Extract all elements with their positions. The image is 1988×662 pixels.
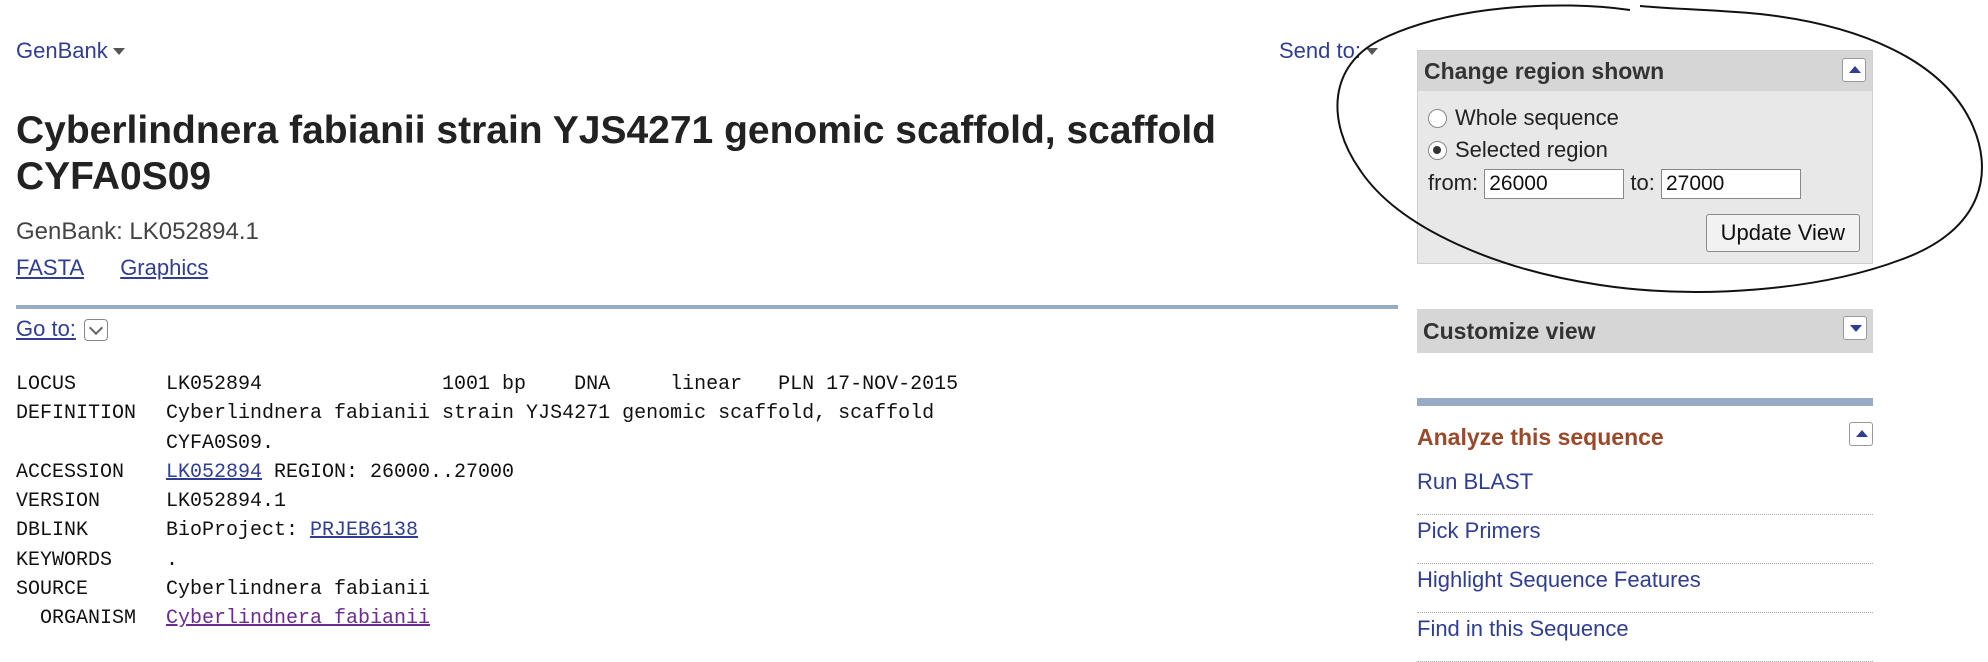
to-input[interactable]: 27000 xyxy=(1660,169,1801,199)
field-key: LOCUS xyxy=(16,373,77,396)
expand-toggle-button[interactable] xyxy=(1843,316,1867,340)
send-to-label: Send to: xyxy=(1279,38,1361,63)
accession-link[interactable]: LK052894 xyxy=(166,460,263,484)
fasta-link[interactable]: FASTA xyxy=(16,255,85,280)
change-region-title: Change region shown xyxy=(1424,58,1665,84)
goto-link[interactable]: Go to: xyxy=(16,316,76,341)
chevron-up-icon xyxy=(1856,430,1868,437)
analyze-title: Analyze this sequence xyxy=(1417,424,1664,450)
organism-line: ORGANISM Cyberlindnera fabianii xyxy=(16,604,958,633)
chevron-up-icon xyxy=(1849,66,1861,73)
field-value: . xyxy=(166,548,179,572)
dblink-line: DBLINK BioProject: PRJEB6138 xyxy=(16,516,958,545)
page-title: Cyberlindnera fabianii strain YJS4271 ge… xyxy=(16,109,1216,198)
update-view-button[interactable]: Update View xyxy=(1705,214,1860,252)
field-value: BioProject: xyxy=(166,519,311,543)
pick-primers-link[interactable]: Pick Primers xyxy=(1417,515,1873,564)
definition-line: DEFINITION Cyberlindnera fabianii strain … xyxy=(16,399,958,428)
field-key: DBLINK xyxy=(16,519,89,543)
accession-line: ACCESSION LK052894 REGION: 26000..27000 xyxy=(16,458,958,487)
section-divider xyxy=(16,305,1398,309)
customize-view-panel[interactable]: Customize view xyxy=(1417,309,1873,353)
whole-sequence-radio[interactable] xyxy=(1428,109,1447,128)
find-in-sequence-link[interactable]: Find in this Sequence xyxy=(1417,613,1873,662)
keywords-line: KEYWORDS. xyxy=(16,546,958,575)
collapse-toggle-button[interactable] xyxy=(1849,422,1873,446)
field-value: Cyberlindnera fabianii xyxy=(166,578,431,602)
field-key: ORGANISM xyxy=(16,607,137,631)
field-value: LK052894 1001 bp DNA linear PLN 17-NOV-2… xyxy=(166,373,959,396)
field-key: KEYWORDS xyxy=(16,548,113,572)
chevron-down-icon xyxy=(112,48,125,55)
change-region-panel: Change region shown Whole sequence Selec… xyxy=(1417,50,1873,264)
from-input[interactable]: 26000 xyxy=(1484,169,1625,199)
source-line: SOURCE Cyberlindnera fabianii xyxy=(16,575,958,604)
chevron-down-icon xyxy=(1365,48,1378,55)
selected-region-option[interactable]: Selected region xyxy=(1428,137,1608,163)
field-key: SOURCE xyxy=(16,578,89,602)
bioproject-link[interactable]: PRJEB6138 xyxy=(310,519,419,543)
selected-region-radio[interactable] xyxy=(1428,141,1447,160)
whole-sequence-option[interactable]: Whole sequence xyxy=(1428,105,1619,131)
change-region-header: Change region shown xyxy=(1418,51,1872,91)
collapse-toggle-button[interactable] xyxy=(1842,58,1866,82)
locus-line: LOCUS LK052894 1001 bp DNA linear PLN 17-… xyxy=(16,370,958,399)
to-label: to: xyxy=(1630,169,1655,195)
field-key: ACCESSION xyxy=(16,460,125,484)
database-label: GenBank xyxy=(16,38,108,63)
run-blast-link[interactable]: Run BLAST xyxy=(1417,466,1873,515)
field-value: CYFA0S09. xyxy=(166,431,275,455)
view-links: FASTA Graphics xyxy=(16,255,238,281)
field-value: Cyberlindnera fabianii strain YJS4271 ge… xyxy=(166,402,935,426)
graphics-link[interactable]: Graphics xyxy=(120,255,209,280)
field-value: REGION: 26000..27000 xyxy=(262,460,515,484)
customize-view-title: Customize view xyxy=(1423,318,1596,344)
highlight-features-link[interactable]: Highlight Sequence Features xyxy=(1417,564,1873,613)
whole-sequence-label: Whole sequence xyxy=(1455,105,1619,130)
range-inputs: from: 26000 to: 27000 xyxy=(1428,169,1801,199)
accession-subtitle: GenBank: LK052894.1 xyxy=(16,218,259,245)
analyze-sequence-panel: Analyze this sequence Run BLAST Pick Pri… xyxy=(1417,398,1873,662)
field-key: VERSION xyxy=(16,490,101,514)
analysis-tool-list: Run BLAST Pick Primers Highlight Sequenc… xyxy=(1417,466,1873,662)
database-selector[interactable]: GenBank xyxy=(16,38,125,64)
chevron-down-icon[interactable] xyxy=(84,319,108,341)
definition-continuation: CYFA0S09. xyxy=(16,429,958,458)
genbank-flatfile: LOCUS LK052894 1001 bp DNA linear PLN 17-… xyxy=(16,370,958,634)
chevron-down-icon xyxy=(1850,325,1862,332)
field-key: DEFINITION xyxy=(16,402,137,426)
version-line: VERSION LK052894.1 xyxy=(16,487,958,516)
selected-region-label: Selected region xyxy=(1455,137,1608,162)
from-label: from: xyxy=(1428,169,1479,195)
send-to-menu[interactable]: Send to: xyxy=(1279,38,1378,64)
field-value: LK052894.1 xyxy=(166,490,287,514)
